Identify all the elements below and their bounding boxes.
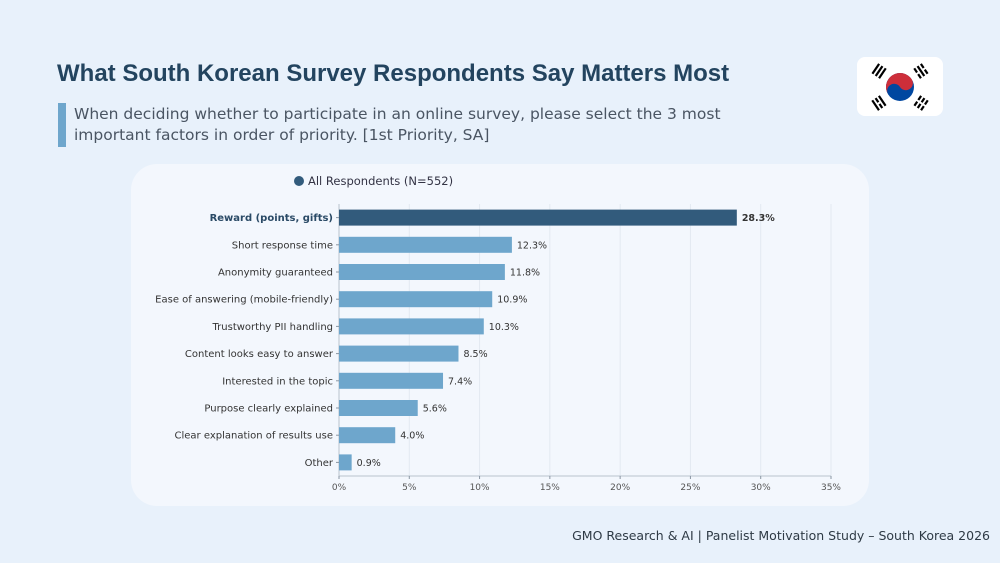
x-tick-label: 30% <box>751 483 771 493</box>
x-tick-label: 20% <box>610 483 630 493</box>
value-label: 7.4% <box>448 376 472 387</box>
footer-source: GMO Research & AI | Panelist Motivation … <box>572 528 990 543</box>
x-tick-label: 35% <box>821 483 841 493</box>
page-subtitle: When deciding whether to participate in … <box>74 105 721 144</box>
x-tick-label: 0% <box>332 483 347 493</box>
subtitle-accent-bar <box>58 103 66 147</box>
bar <box>339 264 505 280</box>
taegeuk-red <box>886 73 913 95</box>
bar <box>339 372 444 389</box>
category-label: Purpose clearly explained <box>204 404 333 415</box>
flag-card <box>857 57 943 116</box>
category-label: Content looks easy to answer <box>185 349 334 360</box>
bar <box>339 427 396 444</box>
trigram-top-right <box>913 63 929 79</box>
value-label: 11.8% <box>510 268 540 279</box>
value-label: 0.9% <box>357 458 381 469</box>
bar <box>339 400 418 416</box>
category-label: Anonymity guaranteed <box>218 268 333 279</box>
value-label: 8.5% <box>463 349 487 360</box>
chart-card: 0% 5% 10% 15% 20% 25% 30% 35% Reward (points, gi… <box>131 164 869 506</box>
page-title: What South Korean Survey Respondents Say… <box>57 60 730 87</box>
bar-chart: 0% 5% 10% 15% 20% 25% 30% 35% Reward (points, gi… <box>155 204 841 493</box>
value-label: 4.0% <box>400 431 424 442</box>
bar <box>339 236 512 253</box>
legend-label: All Respondents (N=552) <box>308 174 454 188</box>
value-label: 12.3% <box>517 240 547 251</box>
bar <box>339 345 459 362</box>
chart-legend: All Respondents (N=552) <box>294 174 453 188</box>
legend-dot <box>294 176 304 186</box>
category-label: Interested in the topic <box>222 376 333 387</box>
value-label: 5.6% <box>423 404 447 415</box>
category-label: Reward (points, gifts) <box>210 213 333 224</box>
x-tick-label: 5% <box>402 483 417 493</box>
category-label: Clear explanation of results use <box>175 431 333 442</box>
x-tick-label: 10% <box>470 483 490 493</box>
south-korea-flag-icon <box>871 63 929 111</box>
bar <box>339 454 352 471</box>
category-label: Ease of answering (mobile-friendly) <box>155 295 333 306</box>
trigram-top-left <box>871 63 887 79</box>
trigram-bottom-right <box>913 95 929 111</box>
category-label: Short response time <box>232 240 333 251</box>
x-tick-label: 25% <box>680 483 700 493</box>
trigram-bottom-left <box>871 95 887 111</box>
bar <box>339 318 484 335</box>
category-label: Other <box>305 458 334 469</box>
x-tick-label: 15% <box>540 483 560 493</box>
bar <box>339 209 737 226</box>
category-label: Trustworthy PII handling <box>212 322 333 333</box>
value-label: 10.9% <box>497 295 527 306</box>
value-label: 28.3% <box>742 213 775 224</box>
value-label: 10.3% <box>489 322 519 333</box>
bar <box>339 291 493 308</box>
